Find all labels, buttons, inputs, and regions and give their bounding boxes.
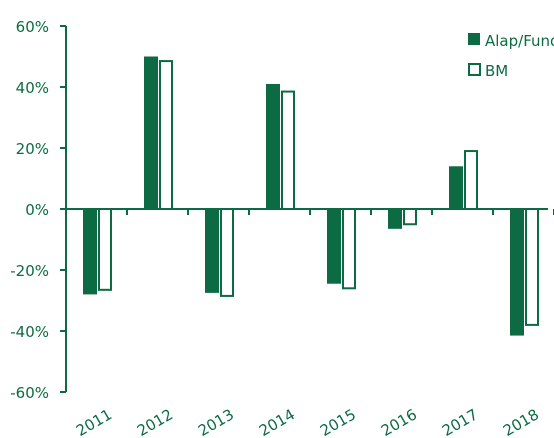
y-tick-label: 60% [16, 18, 49, 36]
bar-bm [464, 150, 478, 211]
legend-swatch-outline [468, 63, 481, 76]
y-tick-label: -20% [10, 262, 49, 280]
x-tick-label: 2011 [73, 405, 115, 438]
bar-alap-fund [144, 56, 158, 209]
bar-bm [98, 208, 112, 291]
y-tick-label: 0% [25, 201, 49, 219]
x-tick-label: 2012 [134, 405, 176, 438]
y-tick-label: -40% [10, 323, 49, 341]
chart-bars [83, 56, 539, 336]
bar-bm [281, 90, 295, 210]
x-tick-label: 2017 [439, 405, 481, 438]
bar-bm [159, 60, 173, 211]
bar-alap-fund [510, 209, 524, 336]
x-tick-label: 2015 [317, 405, 359, 438]
bar-alap-fund [327, 209, 341, 284]
bar-alap-fund [449, 166, 463, 209]
x-tick-label: 2016 [378, 405, 420, 438]
x-tick-label: 2014 [256, 405, 298, 438]
bar-bm [342, 208, 356, 290]
legend-swatch-filled [468, 33, 480, 45]
y-tick-label: 20% [16, 140, 49, 158]
y-axis-ticks: -60% -40% -20% 0% 20% 40% 60% [10, 18, 66, 402]
bar-alap-fund [388, 209, 402, 229]
y-tick-label: -60% [10, 384, 49, 402]
bar-bm [220, 208, 234, 297]
y-tick-label: 40% [16, 79, 49, 97]
legend-label: BM [485, 62, 508, 80]
bar-alap-fund [266, 83, 280, 209]
chart-legend: Alap/Fund BM [468, 32, 554, 80]
bar-alap-fund [83, 209, 97, 295]
bar-bm [525, 208, 539, 326]
x-axis-ticks: 2011 2012 2013 2014 2015 2016 2017 2018 [65, 209, 554, 438]
x-tick-label: 2018 [500, 405, 542, 438]
bar-alap-fund [205, 209, 219, 293]
legend-label: Alap/Fund [485, 32, 554, 50]
x-tick-label: 2013 [195, 405, 237, 438]
bar-bm [403, 208, 417, 226]
